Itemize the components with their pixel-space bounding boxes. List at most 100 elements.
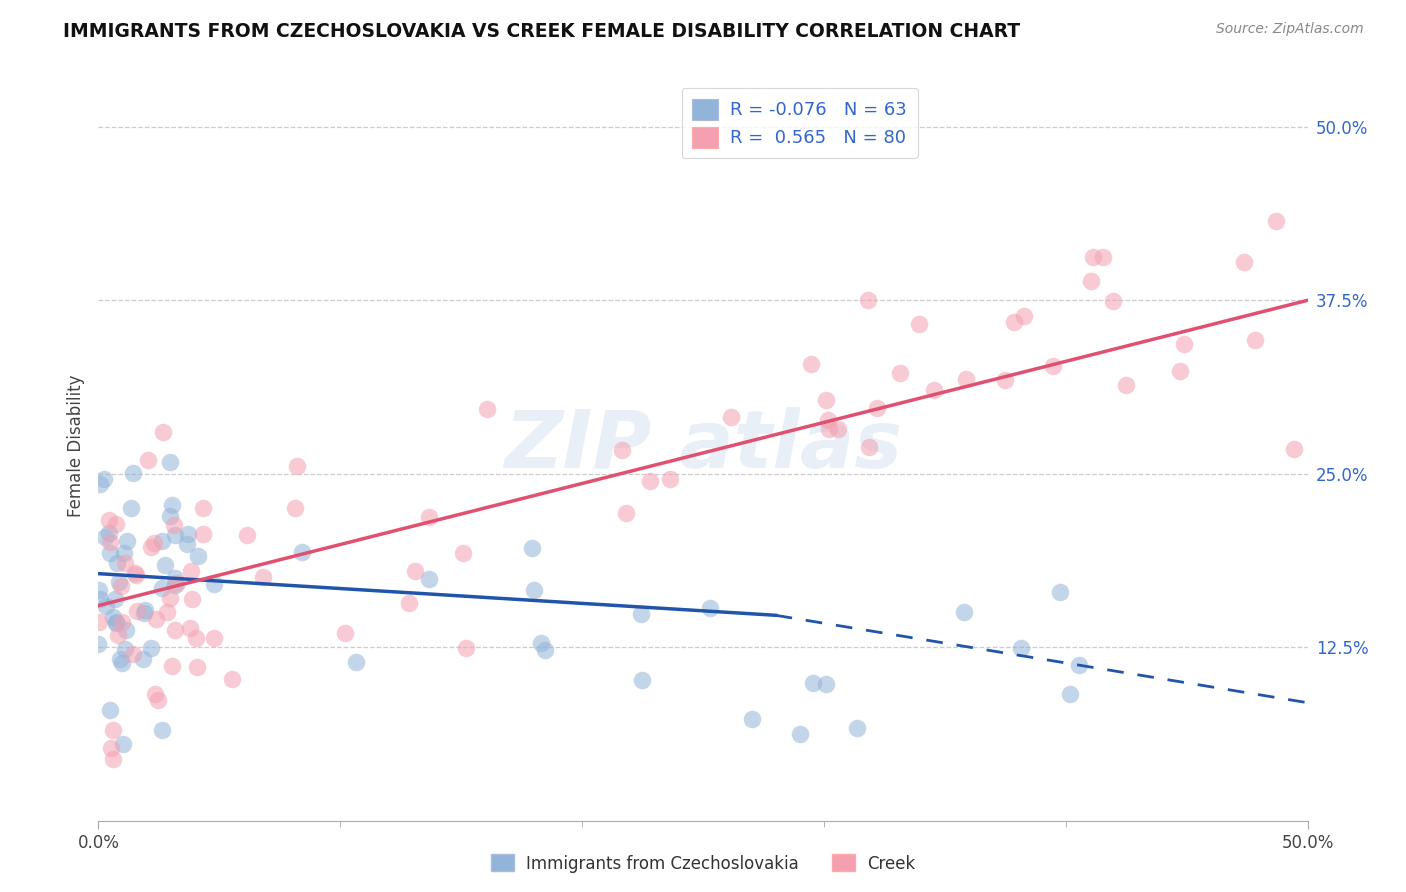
Point [1002, 315, 1025, 329]
Point [221, 672, 243, 686]
Point [418, 510, 440, 524]
Point [132, 652, 155, 666]
Point [163, 517, 186, 532]
Point [87, 582, 110, 597]
Point [523, 583, 546, 598]
Point [846, 721, 869, 735]
Point [145, 611, 167, 625]
Legend: Immigrants from Czechoslovakia, Creek: Immigrants from Czechoslovakia, Creek [484, 847, 922, 880]
Point [235, 527, 257, 541]
Point [858, 440, 880, 454]
Point [191, 527, 214, 541]
Point [150, 581, 173, 595]
Point [121, 647, 143, 661]
Point [1265, 214, 1288, 228]
Point [165, 571, 187, 585]
Point [534, 643, 557, 657]
Point [720, 410, 742, 425]
Point [789, 727, 811, 741]
Point [111, 656, 134, 670]
Point [89, 591, 111, 606]
Point [801, 676, 824, 690]
Point [180, 564, 202, 578]
Point [101, 751, 124, 765]
Point [107, 627, 129, 641]
Point [1243, 333, 1265, 347]
Point [176, 537, 198, 551]
Point [454, 640, 477, 655]
Point [1059, 687, 1081, 701]
Point [153, 558, 176, 572]
Point [100, 741, 122, 756]
Point [141, 540, 163, 554]
Point [87, 615, 110, 630]
Point [152, 425, 174, 439]
Point [110, 579, 132, 593]
Point [1069, 657, 1091, 672]
Point [105, 616, 128, 631]
Point [101, 610, 124, 624]
Point [165, 527, 187, 541]
Point [418, 572, 440, 586]
Point [160, 659, 183, 673]
Point [335, 625, 357, 640]
Point [177, 526, 200, 541]
Point [150, 534, 173, 549]
Point [114, 556, 136, 570]
Point [101, 723, 124, 738]
Point [143, 536, 166, 550]
Point [453, 546, 475, 560]
Point [614, 506, 637, 520]
Point [1080, 274, 1102, 288]
Point [741, 712, 763, 726]
Point [150, 723, 173, 737]
Point [134, 603, 156, 617]
Point [191, 500, 214, 515]
Point [124, 568, 146, 582]
Point [344, 656, 367, 670]
Point [100, 535, 122, 549]
Point [638, 474, 661, 488]
Point [1010, 641, 1032, 656]
Point [94, 599, 117, 614]
Legend: R = -0.076   N = 63, R =  0.565   N = 80: R = -0.076 N = 63, R = 0.565 N = 80 [682, 88, 918, 159]
Point [631, 673, 654, 688]
Point [994, 373, 1017, 387]
Point [1081, 250, 1104, 264]
Point [132, 606, 155, 620]
Point [166, 575, 188, 590]
Text: ZIP atlas: ZIP atlas [503, 407, 903, 485]
Point [202, 576, 225, 591]
Point [1042, 359, 1064, 373]
Point [630, 607, 652, 622]
Point [114, 641, 136, 656]
Point [110, 651, 132, 665]
Point [252, 570, 274, 584]
Point [87, 637, 110, 651]
Point [111, 615, 134, 630]
Point [908, 317, 931, 331]
Point [856, 293, 879, 307]
Point [105, 615, 128, 629]
Point [1173, 337, 1195, 351]
Point [952, 605, 974, 619]
Point [139, 641, 162, 656]
Point [1091, 250, 1114, 264]
Point [143, 687, 166, 701]
Text: Source: ZipAtlas.com: Source: ZipAtlas.com [1216, 22, 1364, 37]
Point [125, 604, 148, 618]
Point [284, 500, 307, 515]
Point [699, 601, 721, 615]
Point [179, 621, 201, 635]
Point [922, 383, 945, 397]
Point [800, 357, 823, 371]
Point [94, 529, 117, 543]
Point [163, 623, 186, 637]
Point [817, 412, 839, 426]
Point [889, 366, 911, 380]
Point [285, 459, 308, 474]
Point [98, 703, 121, 717]
Point [818, 422, 841, 436]
Point [866, 401, 889, 415]
Point [1282, 442, 1305, 456]
